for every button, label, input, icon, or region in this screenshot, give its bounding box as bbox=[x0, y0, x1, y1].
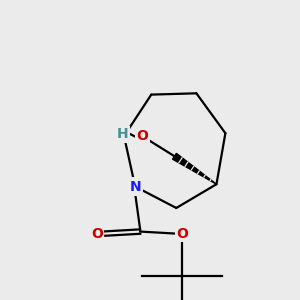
Text: H: H bbox=[117, 127, 128, 141]
Text: O: O bbox=[136, 129, 148, 143]
Polygon shape bbox=[172, 153, 217, 184]
Text: O: O bbox=[176, 226, 188, 241]
Text: N: N bbox=[129, 180, 141, 194]
Text: O: O bbox=[91, 226, 103, 241]
